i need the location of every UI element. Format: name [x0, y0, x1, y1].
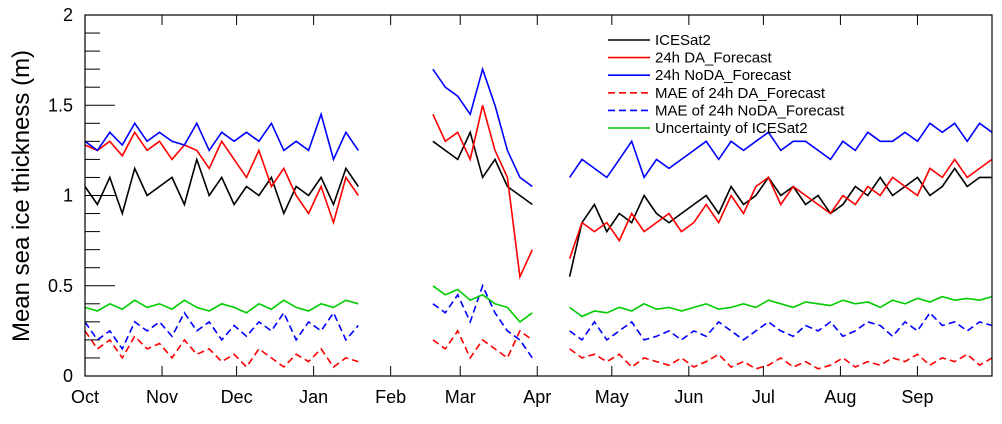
x-tick-label: Aug	[824, 387, 856, 407]
legend-label: 24h NoDA_Forecast	[655, 67, 792, 84]
x-tick-label: Jun	[674, 387, 703, 407]
x-tick-label: Oct	[71, 387, 99, 407]
x-tick-label: Jan	[299, 387, 328, 407]
y-tick-label: 0.5	[48, 276, 73, 296]
series-line	[84, 129, 992, 277]
x-tick-label: May	[595, 387, 629, 407]
legend-label: MAE of 24h NoDA_Forecast	[655, 102, 845, 119]
series-uncertainty-of-icesat2	[84, 285, 993, 323]
y-tick-label: 1	[63, 186, 73, 206]
series-icesat2	[84, 129, 992, 277]
legend-item: 24h DA_Forecast	[608, 50, 773, 67]
x-tick-label: Apr	[523, 387, 551, 407]
y-tick-label: 0	[63, 366, 73, 386]
y-tick-label: 1.5	[48, 95, 73, 115]
series-line	[84, 285, 993, 323]
legend-label: 24h DA_Forecast	[655, 50, 773, 67]
legend-item: MAE of 24h DA_Forecast	[608, 85, 826, 102]
x-tick-label: Dec	[221, 387, 253, 407]
series-layer	[84, 66, 993, 370]
series-24h-noda-forecast	[84, 66, 993, 188]
x-tick-label: Mar	[445, 387, 476, 407]
series-line	[84, 283, 993, 359]
legend-label: Uncertainty of ICESat2	[655, 120, 808, 137]
x-tick-label: Feb	[375, 387, 406, 407]
series-mae-of-24h-noda-forecast	[84, 283, 993, 359]
plot-frame	[84, 14, 993, 377]
legend-label: MAE of 24h DA_Forecast	[655, 85, 826, 102]
legend-item: 24h NoDA_Forecast	[608, 67, 792, 84]
legend-label: ICESat2	[655, 32, 711, 49]
legend-item: Uncertainty of ICESat2	[608, 120, 808, 137]
series-line	[84, 329, 993, 370]
series-line	[84, 66, 993, 188]
series-line	[84, 105, 993, 280]
legend-item: ICESat2	[608, 32, 711, 49]
series-24h-da-forecast	[84, 105, 993, 280]
x-tick-label: Jul	[752, 387, 775, 407]
series-mae-of-24h-da-forecast	[84, 329, 993, 370]
y-axis-label: Mean sea ice thickness (m)	[8, 50, 35, 342]
legend-item: MAE of 24h NoDA_Forecast	[608, 102, 845, 119]
x-tick-label: Sep	[901, 387, 933, 407]
y-tick-label: 2	[63, 5, 73, 25]
x-tick-label: Nov	[146, 387, 178, 407]
axis-ticks: 0 0.5 1 1.5 2 Oct Nov Dec Jan Feb Mar Apr May Jun Jul A…	[48, 5, 933, 407]
